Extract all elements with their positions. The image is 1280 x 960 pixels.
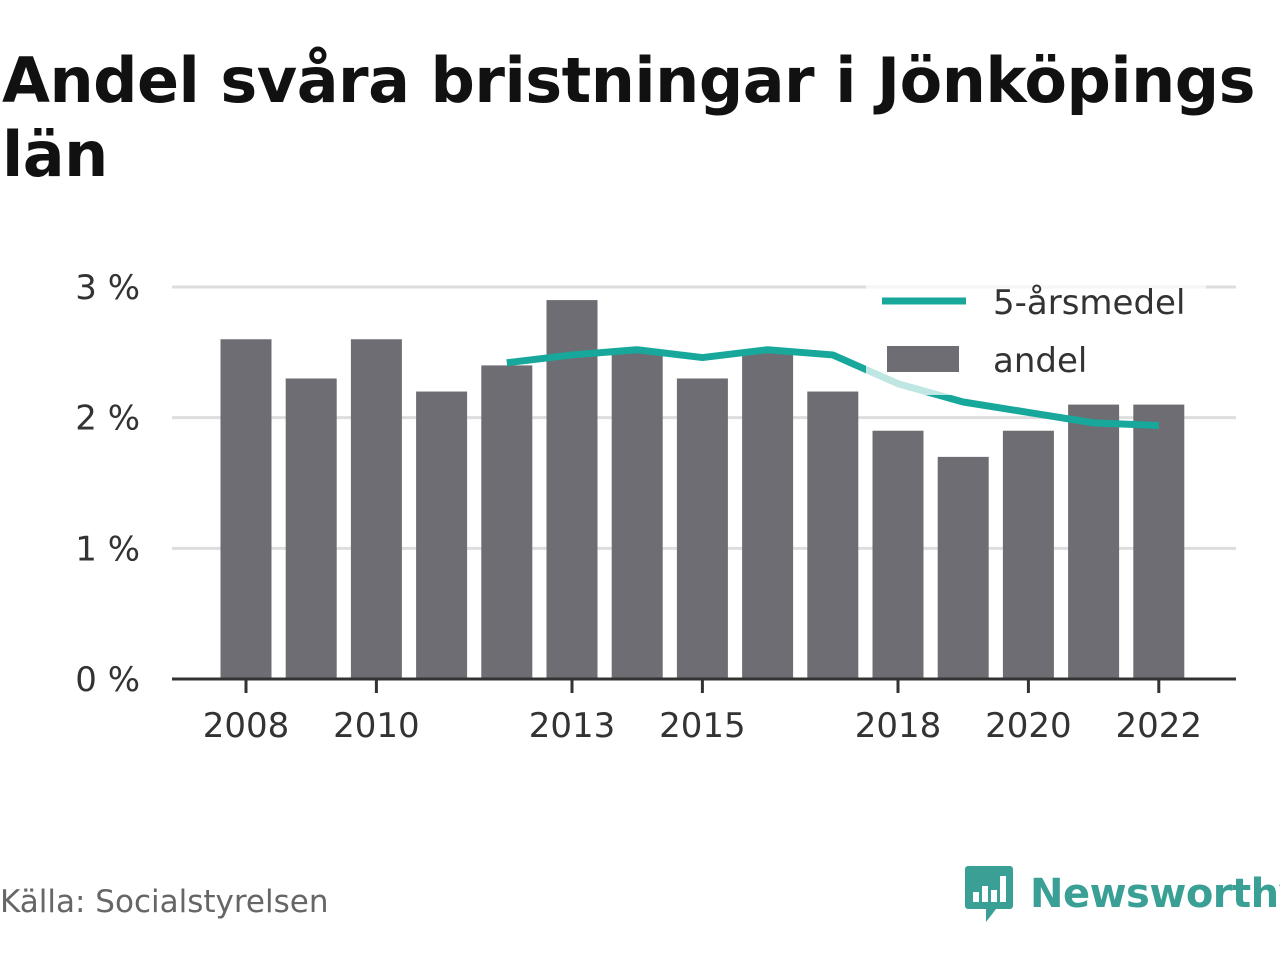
bar xyxy=(350,339,402,679)
x-tick-label: 2010 xyxy=(333,706,420,746)
legend-label-line: 5-årsmedel xyxy=(993,283,1185,323)
legend-bar-swatch xyxy=(887,346,959,372)
bar-line-chart: 0 % 1 % 2 % 3 % 2008 2010 2013 2015 2018 2020 2022… xyxy=(75,268,1236,746)
bar xyxy=(807,391,859,679)
x-tick-label: 2022 xyxy=(1116,706,1203,746)
bar xyxy=(220,339,272,679)
brand-name: Newsworthy xyxy=(1030,871,1280,917)
bar xyxy=(1133,404,1185,679)
bar xyxy=(1002,430,1054,679)
bar xyxy=(546,300,598,679)
x-tick-label: 2018 xyxy=(855,706,942,746)
legend-label-bar: andel xyxy=(993,341,1087,381)
y-tick-label: 0 % xyxy=(75,660,140,700)
bar xyxy=(872,430,924,679)
bar xyxy=(481,365,533,679)
source-label: Källa: Socialstyrelsen xyxy=(0,884,329,920)
series-line xyxy=(506,346,1159,430)
bar xyxy=(285,378,337,679)
y-tick-label: 1 % xyxy=(75,529,140,569)
y-tick-label: 3 % xyxy=(75,268,140,308)
x-tick-label: 2008 xyxy=(203,706,290,746)
bar xyxy=(742,352,794,679)
bar xyxy=(611,352,663,679)
legend-box xyxy=(866,277,1206,395)
x-tick-label: 2013 xyxy=(529,706,616,746)
chart-title: Andel svåra bristningar i Jönköpings län xyxy=(2,44,1256,191)
brand-logo: Newsworthy xyxy=(964,862,1280,926)
bar xyxy=(937,456,989,679)
bar xyxy=(676,378,728,679)
x-tick-label: 2015 xyxy=(659,706,746,746)
x-tick-label: 2020 xyxy=(985,706,1072,746)
newsworthy-logo-icon xyxy=(965,866,1013,922)
bar xyxy=(1068,404,1120,679)
y-tick-label: 2 % xyxy=(75,399,140,439)
bar xyxy=(416,391,468,679)
